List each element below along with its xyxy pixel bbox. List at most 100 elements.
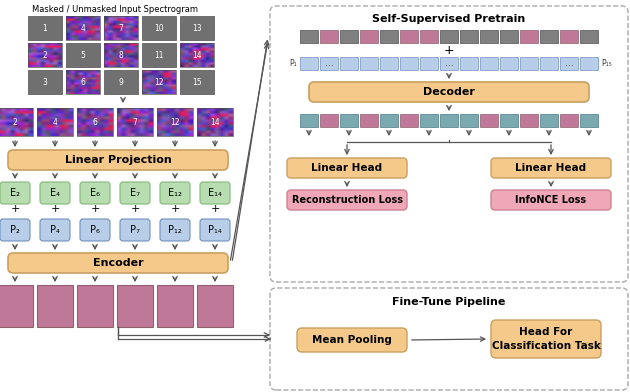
- Bar: [0, 108, 33, 136]
- Bar: [77, 108, 113, 136]
- Text: 15: 15: [192, 78, 202, 87]
- Bar: [480, 30, 498, 43]
- Text: 11: 11: [154, 51, 164, 60]
- Bar: [104, 43, 138, 67]
- FancyBboxPatch shape: [160, 182, 190, 204]
- Bar: [180, 70, 214, 94]
- Bar: [360, 114, 378, 127]
- Bar: [104, 16, 138, 40]
- Text: +: +: [10, 204, 20, 214]
- Text: Linear Projection: Linear Projection: [65, 155, 171, 165]
- Text: +: +: [90, 204, 100, 214]
- Bar: [104, 70, 138, 94]
- Text: P₁₄: P₁₄: [208, 225, 222, 235]
- Bar: [500, 57, 518, 70]
- Text: P₂: P₂: [10, 225, 20, 235]
- Text: Decoder: Decoder: [423, 87, 475, 97]
- Text: Classification Task: Classification Task: [491, 341, 600, 351]
- Text: +: +: [50, 204, 60, 214]
- Text: P₇: P₇: [130, 225, 140, 235]
- Bar: [500, 114, 518, 127]
- Text: 2: 2: [43, 51, 47, 60]
- Bar: [28, 43, 62, 67]
- Text: 14: 14: [210, 118, 220, 127]
- Text: +: +: [130, 204, 140, 214]
- Bar: [360, 57, 378, 70]
- Bar: [142, 70, 176, 94]
- Bar: [560, 114, 578, 127]
- Bar: [540, 114, 558, 127]
- Text: E₆: E₆: [90, 188, 100, 198]
- Text: 12: 12: [154, 78, 164, 87]
- Text: ...: ...: [324, 59, 333, 68]
- Text: 5: 5: [81, 51, 86, 60]
- Bar: [180, 16, 214, 40]
- FancyBboxPatch shape: [120, 182, 150, 204]
- Bar: [460, 114, 478, 127]
- FancyBboxPatch shape: [200, 219, 230, 241]
- Bar: [197, 285, 233, 327]
- Bar: [540, 57, 558, 70]
- Bar: [380, 114, 398, 127]
- Bar: [66, 16, 100, 40]
- Bar: [480, 114, 498, 127]
- Text: 4: 4: [81, 24, 86, 33]
- Text: P₆: P₆: [90, 225, 100, 235]
- Text: Linear Head: Linear Head: [311, 163, 382, 173]
- Bar: [0, 285, 33, 327]
- Text: 14: 14: [192, 51, 202, 60]
- Bar: [66, 70, 100, 94]
- Bar: [77, 285, 113, 327]
- Bar: [420, 114, 438, 127]
- FancyBboxPatch shape: [309, 82, 589, 102]
- FancyBboxPatch shape: [80, 219, 110, 241]
- Bar: [66, 43, 100, 67]
- Bar: [37, 285, 73, 327]
- FancyBboxPatch shape: [8, 150, 228, 170]
- Text: 1: 1: [43, 24, 47, 33]
- Bar: [440, 30, 458, 43]
- Text: E₄: E₄: [50, 188, 60, 198]
- Bar: [520, 114, 538, 127]
- Bar: [340, 57, 358, 70]
- Text: Encoder: Encoder: [93, 258, 143, 268]
- Bar: [540, 30, 558, 43]
- FancyBboxPatch shape: [287, 158, 407, 178]
- Text: 6: 6: [81, 78, 86, 87]
- Text: P₁₂: P₁₂: [168, 225, 182, 235]
- Text: ...: ...: [564, 59, 573, 68]
- Text: 7: 7: [118, 24, 123, 33]
- Text: 2: 2: [13, 118, 18, 127]
- Text: 9: 9: [118, 78, 123, 87]
- Text: P₁: P₁: [289, 59, 297, 68]
- Bar: [300, 30, 318, 43]
- Text: +: +: [444, 44, 454, 56]
- Bar: [380, 57, 398, 70]
- Text: +: +: [170, 204, 180, 214]
- Bar: [460, 57, 478, 70]
- Bar: [340, 114, 358, 127]
- Bar: [400, 30, 418, 43]
- FancyBboxPatch shape: [40, 219, 70, 241]
- Bar: [300, 114, 318, 127]
- Bar: [580, 30, 598, 43]
- Text: 10: 10: [154, 24, 164, 33]
- Text: E₇: E₇: [130, 188, 140, 198]
- Text: Mean Pooling: Mean Pooling: [312, 335, 392, 345]
- Bar: [142, 16, 176, 40]
- Bar: [28, 70, 62, 94]
- Text: ...: ...: [445, 59, 454, 68]
- Bar: [480, 57, 498, 70]
- Bar: [400, 57, 418, 70]
- FancyBboxPatch shape: [491, 158, 611, 178]
- FancyBboxPatch shape: [287, 190, 407, 210]
- Text: +: +: [210, 204, 220, 214]
- Bar: [520, 30, 538, 43]
- Text: E₁₄: E₁₄: [208, 188, 222, 198]
- Bar: [320, 57, 338, 70]
- Text: 13: 13: [192, 24, 202, 33]
- FancyBboxPatch shape: [80, 182, 110, 204]
- Text: 8: 8: [118, 51, 123, 60]
- Text: Fine-Tune Pipeline: Fine-Tune Pipeline: [392, 297, 506, 307]
- Bar: [440, 57, 458, 70]
